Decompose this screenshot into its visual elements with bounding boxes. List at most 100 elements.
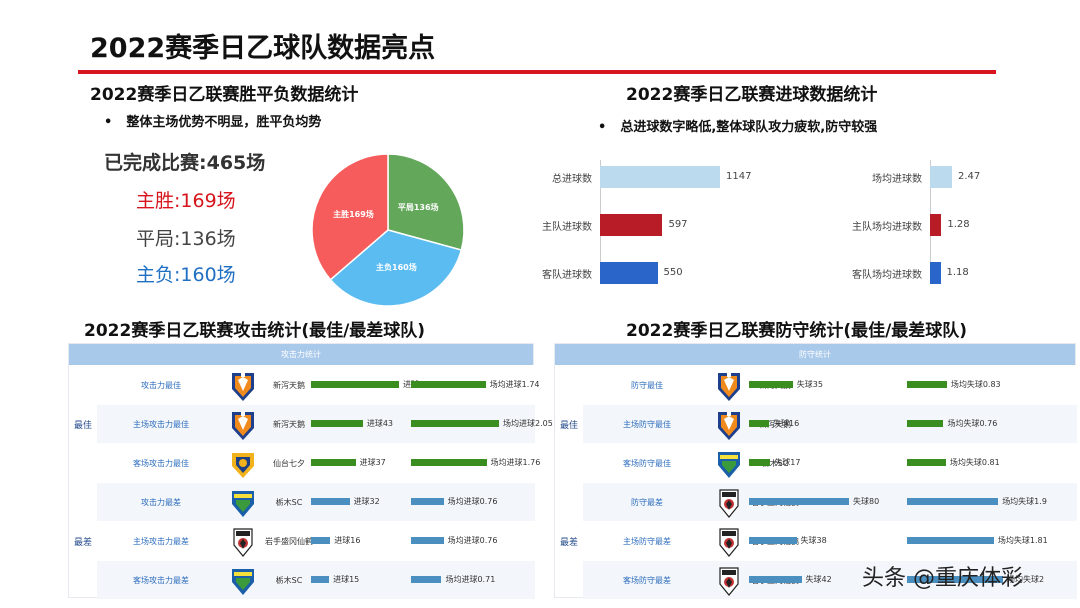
group-label: 最佳 bbox=[559, 420, 578, 431]
watermark: 头条 @重庆体彩 bbox=[862, 566, 1023, 591]
page-title: 2022赛季日乙球队数据亮点 bbox=[90, 33, 436, 64]
row-category: 攻击力最佳 bbox=[141, 381, 181, 390]
total-value: 进球16 bbox=[334, 536, 361, 545]
bar-row: 客队进球数 550 bbox=[542, 262, 820, 284]
total-bar bbox=[311, 459, 356, 466]
tochigi-crest-icon bbox=[716, 449, 742, 479]
row-category: 防守最佳 bbox=[631, 381, 663, 390]
total-bar bbox=[311, 576, 330, 583]
avg-value: 场均进球1.74 bbox=[489, 380, 540, 389]
total-bar bbox=[311, 381, 399, 388]
attack-section-title: 2022赛季日乙联赛攻击统计(最佳/最差球队) bbox=[84, 321, 426, 341]
table-row: 客场防守最差岩手盛冈仙鹤失球42场均失球2 bbox=[583, 560, 1077, 599]
bar bbox=[930, 262, 941, 284]
team-name: 新泻天鹅 bbox=[273, 381, 305, 390]
defense-section-title: 2022赛季日乙联赛防守统计(最佳/最差球队) bbox=[626, 321, 968, 341]
total-matches: 已完成比赛:465场 bbox=[104, 152, 266, 174]
avg-goals-bar-chart: 场均进球数 2.47 主队场均进球数 1.28 客队场均进球数 1.18 bbox=[852, 160, 1080, 296]
row-category: 主场攻击力最差 bbox=[133, 537, 189, 546]
grulla-crest-icon bbox=[716, 527, 742, 557]
avg-value: 场均进球0.76 bbox=[447, 497, 498, 506]
title-divider bbox=[78, 70, 996, 74]
bar-row: 客队场均进球数 1.18 bbox=[852, 262, 1080, 284]
albirex-crest-icon bbox=[230, 371, 256, 401]
avg-bar bbox=[907, 576, 1003, 583]
avg-value: 场均失球0.81 bbox=[949, 458, 1000, 467]
avg-bar bbox=[411, 459, 487, 466]
total-bar bbox=[749, 459, 771, 466]
table-row: 攻击力最差 栃木SC 进球32 场均进球0.76 bbox=[97, 482, 535, 521]
total-value: 失球35 bbox=[796, 380, 823, 389]
bar-value-label: 597 bbox=[668, 219, 688, 230]
table-row: 主场攻击力最差 岩手盛冈仙鹤 进球16 场均进球0.76 bbox=[97, 521, 535, 560]
pie-slice bbox=[387, 153, 465, 251]
team-name: 仙台七夕 bbox=[273, 459, 305, 468]
avg-value: 场均失球1.81 bbox=[997, 536, 1048, 545]
grulla-crest-icon bbox=[716, 566, 742, 596]
pie-slice-label: 平局136场 bbox=[398, 202, 439, 212]
results-bullet: 整体主场优势不明显，胜平负均势 bbox=[104, 111, 321, 130]
avg-value: 场均失球2 bbox=[1007, 575, 1045, 584]
goals-section-title: 2022赛季日乙联赛进球数据统计 bbox=[626, 85, 878, 105]
table-row: 主场攻击力最佳 新泻天鹅 进球43 场均进球2.05 bbox=[97, 404, 553, 443]
table-row: 主场防守最佳 新泻天鹅 失球16 场均失球0.76 bbox=[583, 404, 1077, 443]
draw-count: 平局:136场 bbox=[136, 228, 236, 250]
albirex-crest-icon bbox=[716, 410, 742, 440]
grulla-crest-icon bbox=[230, 527, 256, 557]
goals-bullet: 总进球数字略低,整体球队攻力疲软,防守较强 bbox=[598, 116, 877, 135]
avg-bar bbox=[411, 381, 486, 388]
table-row: 客场攻击力最佳 仙台七夕 进球37 场均进球1.76 bbox=[97, 443, 540, 482]
home-win-count: 主胜:169场 bbox=[136, 190, 236, 212]
avg-value: 场均失球1.9 bbox=[1002, 497, 1047, 506]
bar bbox=[600, 166, 720, 188]
bar-category-label: 总进球数 bbox=[552, 174, 592, 185]
albirex-crest-icon bbox=[716, 371, 742, 401]
table-row: 主场防守最差岩手盛冈仙鹤失球38场均失球1.81 bbox=[583, 521, 1077, 560]
pie-slice-label: 主负160场 bbox=[376, 262, 417, 272]
bar-category-label: 主队场均进球数 bbox=[852, 222, 922, 233]
row-category: 主场防守最差 bbox=[623, 537, 671, 546]
row-category: 客场防守最佳 bbox=[623, 459, 671, 468]
row-category: 客场攻击力最差 bbox=[133, 576, 189, 585]
grulla-crest-icon bbox=[716, 488, 742, 518]
albirex-crest-icon bbox=[230, 410, 256, 440]
defense-table-header: 防守统计 bbox=[555, 344, 1075, 365]
avg-bar bbox=[411, 498, 444, 505]
away-win-count: 主负:160场 bbox=[136, 264, 236, 286]
total-value: 失球80 bbox=[853, 497, 880, 506]
results-section-title: 2022赛季日乙联赛胜平负数据统计 bbox=[90, 85, 359, 105]
total-bar bbox=[311, 498, 350, 505]
bar bbox=[600, 262, 658, 284]
avg-bar bbox=[411, 576, 442, 583]
group-label: 最差 bbox=[73, 537, 92, 548]
bar-value-label: 1.28 bbox=[947, 219, 970, 230]
bar-value-label: 2.47 bbox=[958, 171, 981, 182]
bar-value-label: 550 bbox=[663, 267, 683, 278]
avg-bar bbox=[907, 537, 994, 544]
row-category: 客场攻击力最佳 bbox=[133, 459, 189, 468]
attack-table: 攻击力统计 最佳最差攻击力最佳新泻天鹅进球73场均进球1.74主场攻击力最佳新泻… bbox=[68, 343, 553, 599]
bar-category-label: 场均进球数 bbox=[872, 174, 922, 185]
avg-bar bbox=[907, 420, 944, 427]
total-value: 失球38 bbox=[800, 536, 827, 545]
group-label: 最差 bbox=[559, 537, 578, 548]
team-name: 栃木SC bbox=[275, 576, 303, 585]
row-category: 客场防守最差 bbox=[623, 576, 671, 585]
total-goals-bar-chart: 总进球数 1147 主队进球数 597 客队进球数 550 bbox=[542, 160, 800, 296]
avg-bar bbox=[907, 459, 946, 466]
total-value: 进球37 bbox=[359, 458, 386, 467]
total-value: 进球32 bbox=[353, 497, 380, 506]
team-name: 栃木SC bbox=[275, 498, 303, 507]
total-value: 失球16 bbox=[773, 419, 800, 428]
total-bar bbox=[311, 420, 363, 427]
bar-row: 主队进球数 597 bbox=[542, 214, 820, 236]
table-row: 防守最差岩手盛冈仙鹤失球80场均失球1.9 bbox=[583, 482, 1077, 521]
avg-value: 场均进球1.76 bbox=[490, 458, 541, 467]
bar-category-label: 主队进球数 bbox=[542, 222, 592, 233]
bar bbox=[930, 214, 942, 236]
team-name: 新泻天鹅 bbox=[273, 420, 305, 429]
avg-bar bbox=[907, 381, 947, 388]
bar-value-label: 1.18 bbox=[946, 267, 969, 278]
